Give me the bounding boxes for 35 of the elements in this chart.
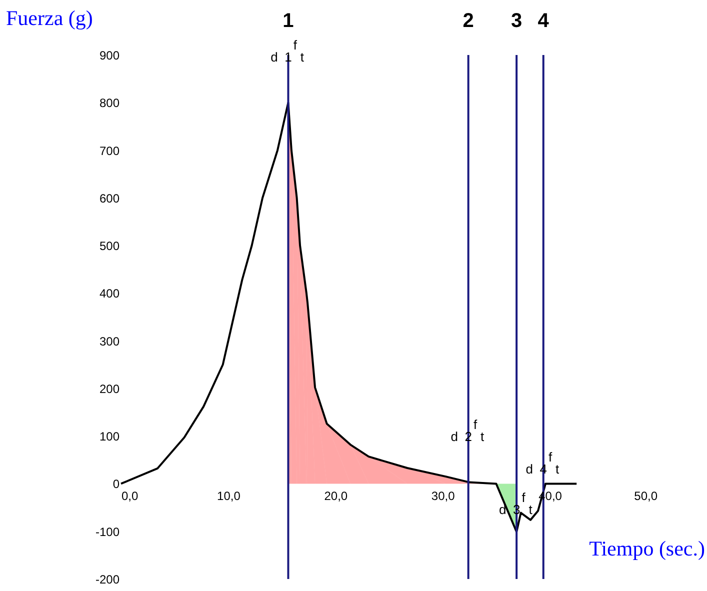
x-tick-label: 10,0 (217, 489, 241, 504)
y-tick-label: -200 (95, 572, 120, 586)
x-tick-label: 0,0 (122, 489, 139, 504)
line-series (120, 102, 578, 533)
text: 3 (511, 10, 522, 32)
y-tick-label: 0 (112, 477, 120, 492)
text: 1 (282, 10, 294, 32)
y-tick-label: -100 (95, 524, 120, 539)
y-tick-label: 300 (99, 334, 120, 348)
annotation: t (300, 50, 304, 65)
y-tick-label: 100 (99, 430, 120, 444)
y-tick-label: 700 (99, 144, 120, 158)
x-tick-label: 50,0 (634, 489, 658, 504)
y-tick-label: 800 (99, 96, 120, 110)
y-tick-label: 500 (99, 239, 120, 254)
text: f (293, 38, 298, 53)
y-axis-title: Fuerza (g) (6, 6, 93, 30)
text: 2 (462, 10, 474, 32)
y-tick-label: 200 (99, 382, 120, 396)
annotation: f (522, 490, 526, 505)
y-tick-label: 900 (99, 48, 120, 62)
y-tick-label: 600 (99, 191, 120, 206)
annotation: d (526, 461, 533, 476)
annotation: d (270, 50, 278, 65)
annotation: t (556, 461, 560, 476)
annotation: t (528, 502, 533, 517)
annotation: t (480, 429, 485, 444)
annotation: f (548, 449, 553, 464)
x-tick-label: 20,0 (324, 489, 348, 504)
x-tick-label: 30,0 (431, 489, 456, 504)
x-axis-title: Tiempo (sec.) (589, 536, 705, 561)
annotation: f (474, 417, 478, 432)
text: 4 (538, 10, 550, 32)
annotation: d (450, 429, 458, 444)
y-tick-label: 400 (99, 286, 120, 301)
